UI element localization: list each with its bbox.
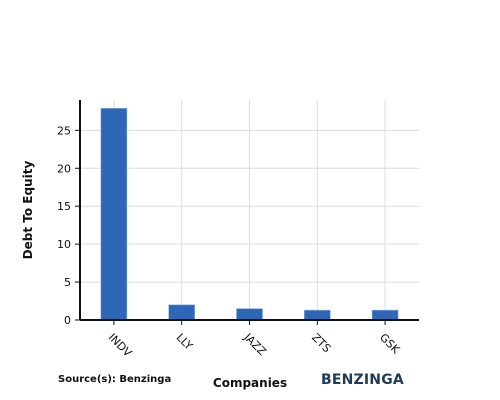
y-tick-label: 5 xyxy=(64,276,71,289)
source-note: Source(s): Benzinga xyxy=(58,374,172,385)
y-axis-label: Debt To Equity xyxy=(21,161,35,260)
axes xyxy=(75,100,419,325)
y-tick-label: 0 xyxy=(64,314,71,327)
y-tick-label: 20 xyxy=(57,162,71,175)
x-tick-label: JAZZ xyxy=(241,330,269,358)
benzinga-logo: BENZINGA xyxy=(321,372,404,388)
y-tick-label: 25 xyxy=(57,124,71,137)
bar-jazz xyxy=(236,308,263,321)
y-tick-label: 10 xyxy=(57,238,71,251)
x-tick-label: GSK xyxy=(377,331,403,357)
bar-gsk xyxy=(371,309,399,321)
bar-indv xyxy=(100,108,128,321)
x-tick-label: ZTS xyxy=(309,331,333,355)
bar-zts xyxy=(303,309,331,321)
grid-lines xyxy=(80,100,419,321)
y-tick-label: 15 xyxy=(57,200,71,213)
x-axis-label: Companies xyxy=(213,376,287,390)
bars xyxy=(100,108,399,321)
bar-lly xyxy=(168,304,195,321)
x-tick-labels: INDV LLY JAZZ ZTS GSK xyxy=(106,330,403,360)
x-tick-label: LLY xyxy=(174,331,196,353)
y-tick-labels: 0 5 10 15 20 25 xyxy=(57,124,71,327)
x-tick-label: INDV xyxy=(106,331,135,360)
